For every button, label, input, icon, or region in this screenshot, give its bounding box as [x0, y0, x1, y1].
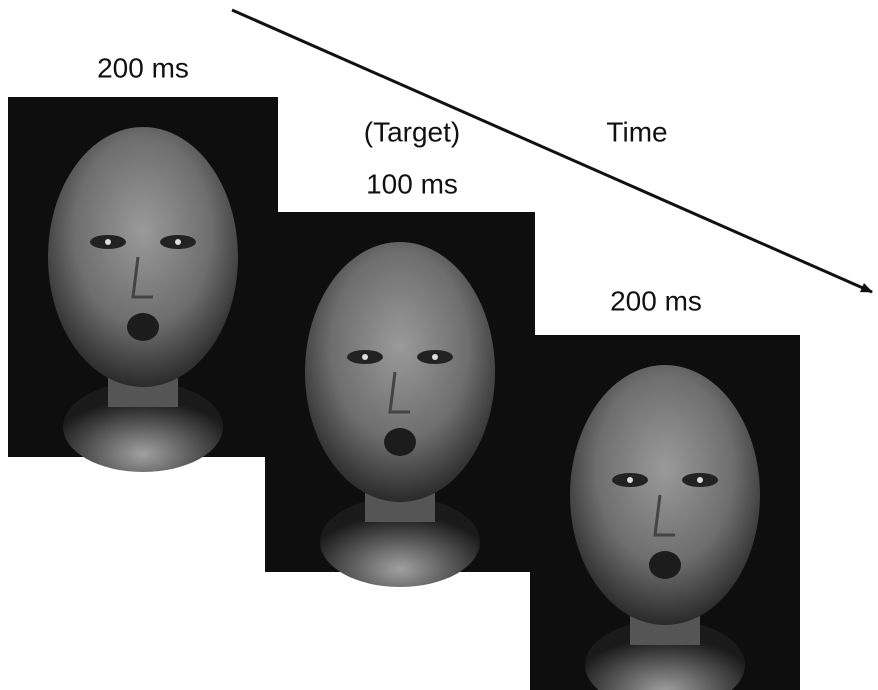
frame-label: (Target) [364, 116, 460, 147]
frame-2: (Target) 100 ms [265, 116, 535, 587]
arrow-label: Time [606, 116, 667, 147]
frame-3: 200 ms [530, 285, 800, 690]
frame-1: 200 ms [8, 52, 278, 472]
face-image [265, 212, 535, 587]
duration-label: 200 ms [610, 285, 702, 316]
duration-label: 100 ms [366, 168, 458, 199]
face-image [530, 335, 800, 690]
duration-label: 200 ms [97, 52, 189, 83]
face-image [8, 97, 278, 472]
diagram: 200 ms (Target) 100 ms 200 ms Time [0, 0, 878, 690]
